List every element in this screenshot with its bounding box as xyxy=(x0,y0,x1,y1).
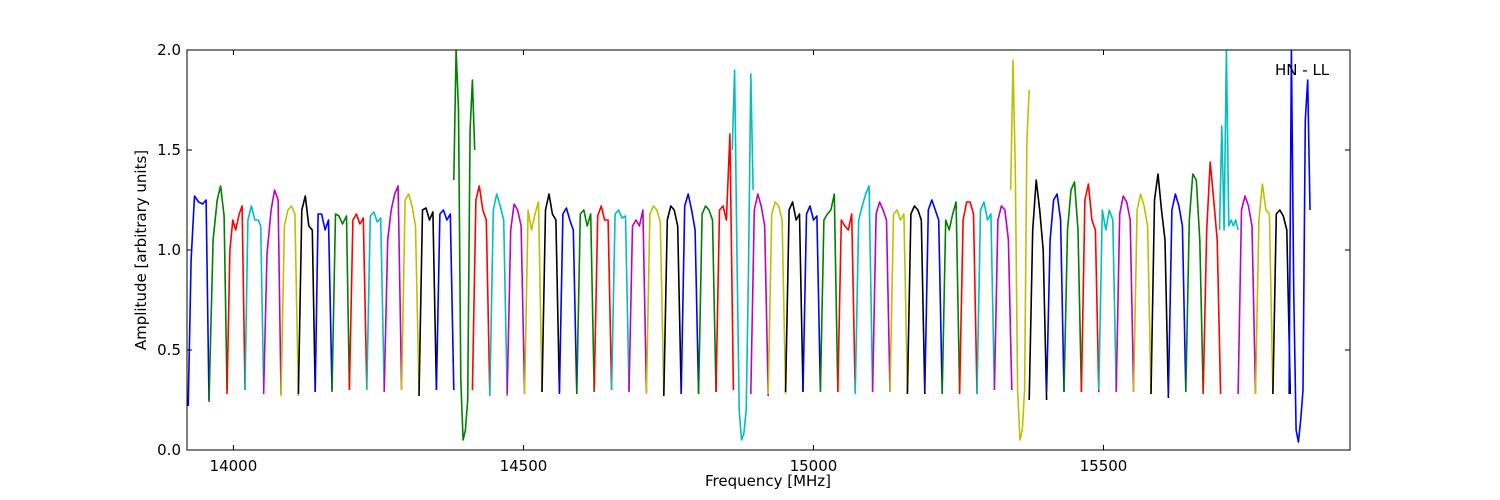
x-tick-label: 15000 xyxy=(790,457,838,475)
y-tick-label: 1.5 xyxy=(157,141,181,159)
series-line-11 xyxy=(366,211,385,391)
series-line-8 xyxy=(314,213,333,393)
series-line-12 xyxy=(383,185,403,393)
series-line-57 xyxy=(1167,193,1187,395)
series-line-27 xyxy=(645,205,665,395)
series-line-17 xyxy=(471,185,491,395)
y-tick-label: 2.0 xyxy=(157,41,181,59)
series-line-43 xyxy=(924,199,943,395)
series-line-48 xyxy=(1009,59,1030,441)
series-line-56 xyxy=(1150,173,1170,399)
series-line-1 xyxy=(187,195,210,407)
x-tick-label: 14000 xyxy=(210,457,258,475)
series-line-44 xyxy=(941,201,961,395)
series-line-18 xyxy=(489,193,508,397)
y-tick-label: 0.5 xyxy=(157,341,181,359)
series-line-22 xyxy=(558,207,578,395)
x-axis-ticks: 14000 14500 15000 15500 xyxy=(210,50,1128,475)
series-line-4 xyxy=(244,205,265,391)
series-line-63 xyxy=(1272,209,1292,395)
y-axis-ticks: 0.0 0.5 1.0 1.5 2.0 xyxy=(157,41,1350,459)
series-line-62 xyxy=(1254,183,1274,395)
series-line-58 xyxy=(1185,173,1204,395)
series-line-21 xyxy=(541,193,561,393)
series-line-61 xyxy=(1237,195,1257,395)
series-line-47 xyxy=(993,205,1013,391)
series-line-9 xyxy=(331,213,351,393)
series-line-23 xyxy=(576,209,595,395)
series-line-31 xyxy=(715,133,735,393)
series-line-15 xyxy=(435,209,455,391)
series-line-5 xyxy=(262,189,282,395)
x-axis-label: Frequency [MHz] xyxy=(705,472,831,490)
series-line-36 xyxy=(802,205,822,393)
series-line-24 xyxy=(593,205,613,391)
series-line-34 xyxy=(767,201,787,395)
series-line-41 xyxy=(889,209,909,393)
series-line-52 xyxy=(1080,183,1100,393)
plot-frame xyxy=(186,49,1351,451)
series-line-28 xyxy=(663,205,682,397)
series-line-38 xyxy=(837,213,856,393)
series-layer xyxy=(187,50,1311,443)
series-line-51 xyxy=(1063,181,1083,393)
series-line-64 xyxy=(1288,50,1311,443)
x-tick-label: 14500 xyxy=(500,457,548,475)
series-line-33 xyxy=(750,193,769,397)
series-line-37 xyxy=(819,193,839,393)
series-line-26 xyxy=(628,209,648,393)
series-line-19 xyxy=(506,203,526,395)
series-line-39 xyxy=(854,185,874,395)
series-line-59 xyxy=(1202,161,1222,395)
series-line-25 xyxy=(610,209,630,391)
x-tick-label: 15500 xyxy=(1080,457,1128,475)
series-line-53 xyxy=(1098,209,1117,391)
series-line-32 xyxy=(731,69,754,441)
series-line-14 xyxy=(418,207,438,397)
series-line-42 xyxy=(906,205,926,395)
series-line-35 xyxy=(784,201,804,393)
series-line-40 xyxy=(871,201,891,393)
series-line-60 xyxy=(1218,50,1239,231)
y-axis-label: Amplitude [arbitrary units] xyxy=(132,150,150,350)
series-line-49 xyxy=(1028,179,1048,401)
series-line-30 xyxy=(697,205,717,395)
series-line-3 xyxy=(226,205,246,395)
series-line-46 xyxy=(976,201,996,395)
series-line-16 xyxy=(453,50,476,441)
y-tick-label: 1.0 xyxy=(157,241,181,259)
y-tick-label: 0.0 xyxy=(157,441,181,459)
legend-annotation: HN - LL xyxy=(1275,61,1330,79)
series-line-29 xyxy=(680,193,700,395)
series-line-2 xyxy=(208,185,228,403)
series-line-10 xyxy=(348,213,368,391)
series-line-20 xyxy=(523,201,543,395)
series-line-45 xyxy=(958,201,978,395)
series-line-55 xyxy=(1132,193,1152,395)
series-line-54 xyxy=(1115,195,1135,393)
series-line-6 xyxy=(280,205,300,397)
series-line-7 xyxy=(297,195,316,395)
series-line-13 xyxy=(400,193,420,391)
series-line-50 xyxy=(1045,193,1065,393)
